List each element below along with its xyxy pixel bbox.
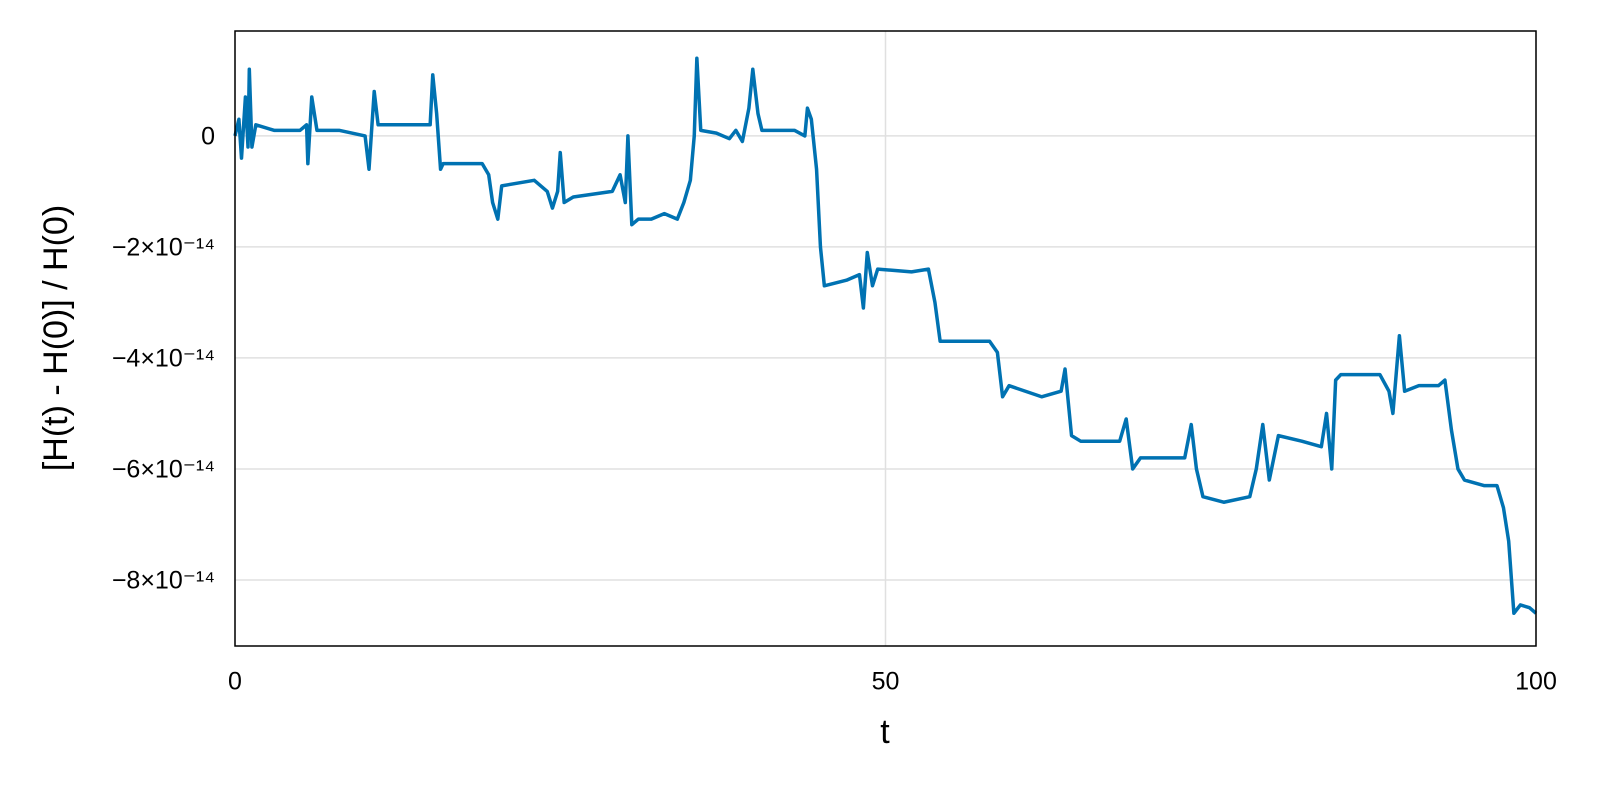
x-tick-label: 100	[1515, 668, 1557, 696]
y-tick-label: −8×10⁻¹⁴	[112, 567, 215, 595]
y-tick-label: −2×10⁻¹⁴	[112, 234, 215, 262]
x-tick-label: 0	[228, 668, 242, 696]
y-axis-label: [H(t) - H(0)] / H(0)	[37, 205, 75, 471]
plot-frame	[234, 30, 1537, 647]
x-tick-label: 50	[872, 668, 900, 696]
y-tick-label: −4×10⁻¹⁴	[112, 345, 215, 373]
y-tick-label: 0	[201, 123, 215, 151]
y-tick-label: −6×10⁻¹⁴	[112, 456, 215, 484]
x-axis-label: t	[880, 713, 890, 751]
data-line	[233, 56, 1538, 615]
